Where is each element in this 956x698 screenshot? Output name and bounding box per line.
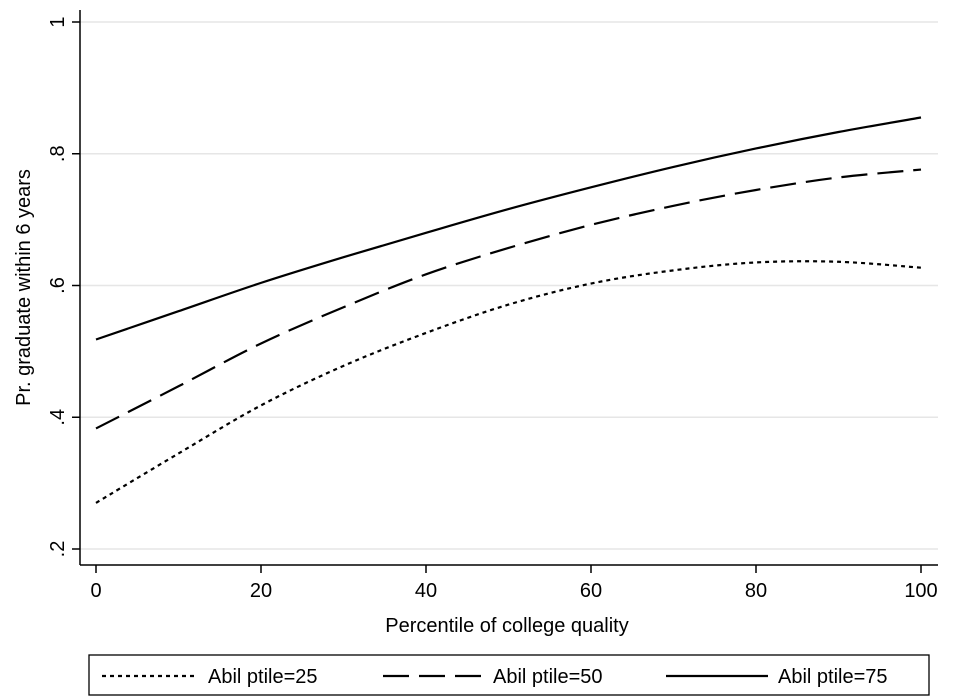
series-line-1 — [95, 260, 922, 504]
x-tick-label: 40 — [415, 580, 437, 602]
y-tick-label: .6 — [47, 277, 69, 294]
x-axis-ticks: 0 20 40 60 80 100 — [90, 565, 938, 602]
x-tick-label: 80 — [745, 580, 767, 602]
x-tick-label: 20 — [250, 580, 272, 602]
y-tick-label: 1 — [47, 16, 69, 27]
series-lines — [95, 116, 922, 504]
y-tick-label: .2 — [47, 541, 69, 558]
legend: Abil ptile=25 Abil ptile=50 Abil ptile=75 — [88, 654, 930, 696]
legend-label-2: Abil ptile=50 — [493, 666, 603, 688]
legend-label-1: Abil ptile=25 — [208, 666, 318, 688]
x-tick-label: 60 — [580, 580, 602, 602]
legend-label-3: Abil ptile=75 — [778, 666, 888, 688]
x-tick-label: 100 — [904, 580, 937, 602]
series-line-3 — [95, 116, 922, 341]
y-axis-ticks: .2 .4 .6 .8 1 — [47, 16, 80, 557]
x-axis-title: Percentile of college quality — [385, 615, 628, 637]
y-tick-label: .4 — [47, 409, 69, 426]
y-axis-title: Pr. graduate within 6 years — [13, 169, 35, 406]
x-tick-label: 0 — [90, 580, 101, 602]
y-tick-label: .8 — [47, 145, 69, 162]
gridlines — [80, 21, 938, 550]
series-line-2 — [95, 168, 922, 430]
legend-box — [88, 654, 930, 696]
